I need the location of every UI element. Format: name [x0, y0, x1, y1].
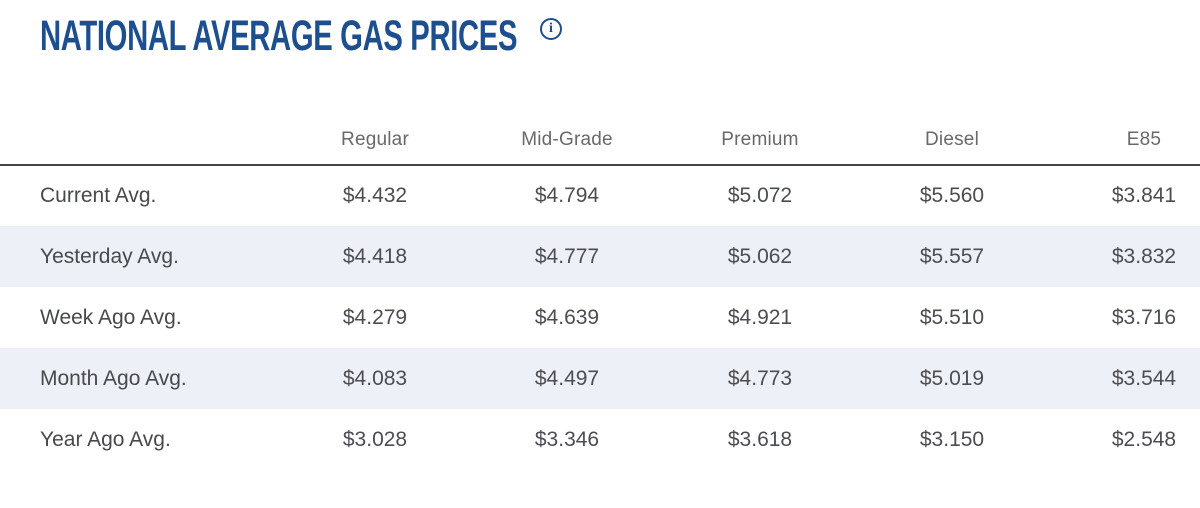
row-label: Month Ago Avg.	[40, 366, 187, 390]
row-label: Yesterday Avg.	[40, 244, 179, 268]
row-label: Week Ago Avg.	[40, 305, 182, 329]
price-cell-premium: $5.062	[727, 244, 793, 268]
price-cell-diesel: $5.019	[919, 366, 985, 390]
column-header-premium: Premium	[664, 115, 856, 166]
table-row-yesterday-avg: Yesterday Avg. $4.418 $4.777 $5.062 $5.557 $3…	[0, 226, 1200, 287]
table-row-current-avg: Current Avg. $4.432 $4.794 $5.072 $5.560 $3.8…	[0, 165, 1200, 226]
table-row-week-ago-avg: Week Ago Avg. $4.279 $4.639 $4.921 $5.510 $3.…	[0, 287, 1200, 348]
row-label: Year Ago Avg.	[40, 427, 171, 451]
price-cell-diesel: $3.150	[919, 427, 985, 451]
table-row-year-ago-avg: Year Ago Avg. $3.028 $3.346 $3.618 $3.150 $2.…	[0, 409, 1200, 470]
price-cell-mid-grade: $4.794	[534, 184, 600, 207]
price-cell-regular: $4.432	[342, 184, 408, 207]
price-cell-premium: $4.921	[727, 305, 793, 329]
table-header-row: Regular Mid-Grade Premium Diesel E85	[0, 115, 1200, 166]
table-row-month-ago-avg: Month Ago Avg. $4.083 $4.497 $4.773 $5.019 $3…	[0, 348, 1200, 409]
info-icon[interactable]: i	[540, 18, 562, 40]
column-header-e85: E85	[1048, 115, 1200, 166]
price-cell-regular: $4.279	[342, 305, 408, 329]
row-label: Current Avg.	[40, 184, 157, 207]
price-cell-e85: $3.841	[1111, 184, 1177, 207]
price-cell-mid-grade: $4.777	[534, 244, 600, 268]
price-cell-regular: $3.028	[342, 427, 408, 451]
price-cell-regular: $4.418	[342, 244, 408, 268]
price-cell-diesel: $5.560	[919, 184, 985, 207]
price-cell-premium: $3.618	[727, 427, 793, 451]
price-cell-e85: $3.716	[1111, 305, 1177, 329]
price-cell-e85: $2.548	[1111, 427, 1177, 451]
column-header-diesel: Diesel	[856, 115, 1048, 166]
price-cell-e85: $3.832	[1111, 244, 1177, 268]
page-title: NATIONAL AVERAGE GAS PRICES	[40, 12, 518, 60]
column-header-mid-grade: Mid-Grade	[470, 115, 664, 166]
price-cell-diesel: $5.557	[919, 244, 985, 268]
price-cell-mid-grade: $3.346	[534, 427, 600, 451]
price-cell-mid-grade: $4.497	[534, 366, 600, 390]
price-cell-regular: $4.083	[342, 366, 408, 390]
gas-prices-table: Regular Mid-Grade Premium Diesel E85 Current…	[0, 115, 1200, 470]
price-cell-diesel: $5.510	[919, 305, 985, 329]
price-cell-premium: $4.773	[727, 366, 793, 390]
page-title-area: NATIONAL AVERAGE GAS PRICES i	[40, 14, 742, 58]
table-body: Current Avg. $4.432 $4.794 $5.072 $5.560 $3.8…	[0, 165, 1200, 470]
price-cell-mid-grade: $4.639	[534, 305, 600, 329]
price-cell-e85: $3.544	[1111, 366, 1177, 390]
column-header-regular: Regular	[280, 115, 470, 166]
price-cell-premium: $5.072	[727, 184, 793, 207]
column-header-empty	[0, 115, 280, 166]
